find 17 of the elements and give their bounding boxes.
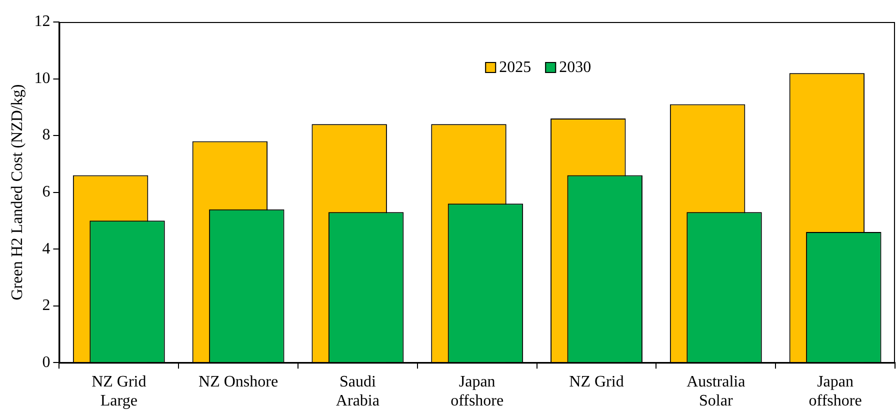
y-tick-label: 4 bbox=[42, 240, 50, 258]
y-tick-label: 8 bbox=[42, 126, 50, 144]
legend-label: 2025 bbox=[499, 59, 532, 76]
x-tick-label: Saudi Arabia bbox=[336, 373, 380, 410]
x-tick-label: NZ Grid bbox=[569, 373, 624, 390]
x-tick-label: Japan offshore bbox=[450, 373, 504, 410]
y-tick-label: 10 bbox=[34, 70, 50, 87]
legend-label: 2030 bbox=[559, 59, 592, 76]
y-tick-label: 0 bbox=[42, 354, 50, 371]
y-tick-label: 6 bbox=[42, 184, 50, 201]
y-axis-title: Green H2 Landed Cost (NZD/kg) bbox=[8, 84, 26, 300]
y-tick-label: 2 bbox=[42, 297, 50, 314]
x-tick-label: Japan offshore bbox=[808, 373, 862, 410]
y-tick-label: 12 bbox=[34, 13, 50, 30]
x-tick-label: NZ Onshore bbox=[198, 373, 278, 390]
x-tick-label: Australia Solar bbox=[686, 373, 746, 410]
x-tick-label: NZ Grid Large bbox=[92, 373, 146, 410]
